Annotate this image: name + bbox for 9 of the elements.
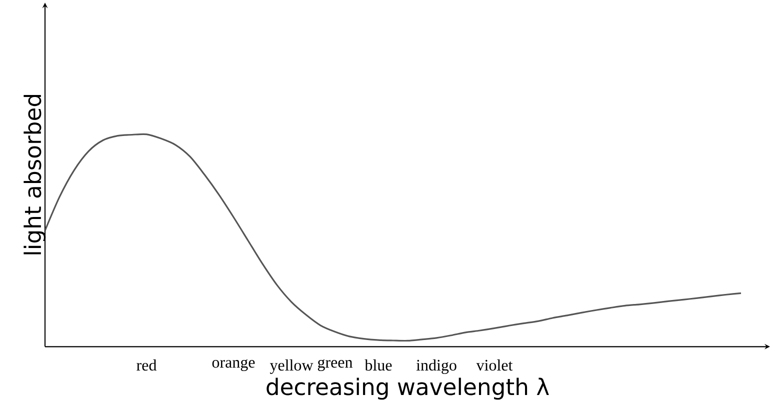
x-tick-label: yellow: [270, 359, 314, 374]
x-tick-label: blue: [364, 359, 392, 371]
x-tick-label: red: [136, 359, 157, 371]
x-axis-title: decreasing wavelength λ: [266, 378, 549, 400]
x-tick-label: green: [318, 359, 353, 372]
x-tick-label: orange: [212, 359, 255, 372]
y-axis-title: light absorbed: [24, 94, 46, 254]
x-tick-label: violet: [476, 359, 513, 371]
x-tick-label: indigo: [416, 359, 456, 374]
